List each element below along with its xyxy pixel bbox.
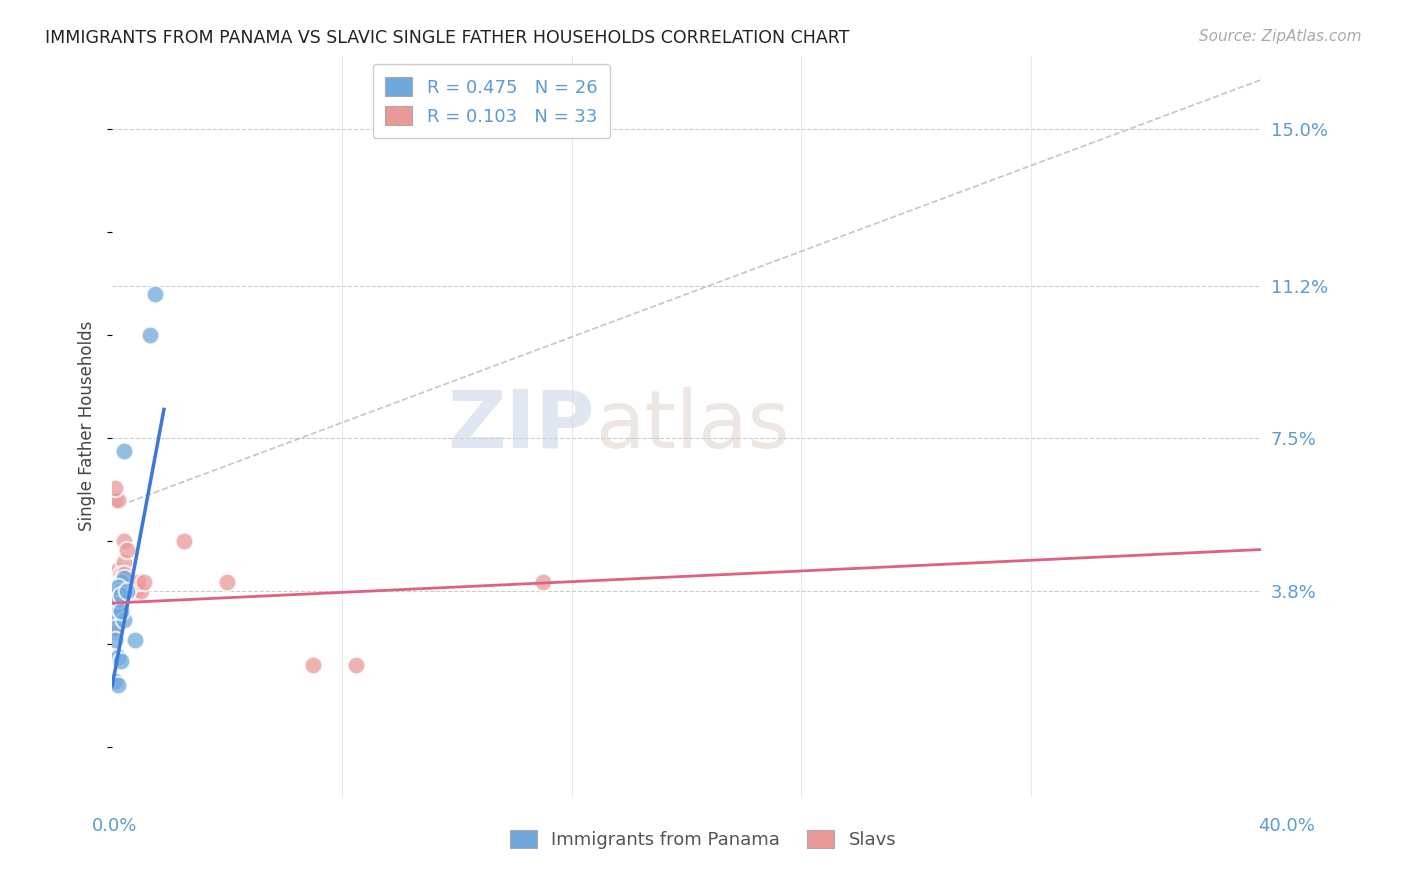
Point (110, 588, 132, 602)
Point (129, 583, 152, 598)
Point (110, 583, 132, 598)
Point (344, 657, 367, 672)
Point (107, 591, 129, 606)
Point (104, 596, 127, 610)
Point (531, 575, 554, 590)
Point (104, 633, 127, 648)
Point (112, 534, 135, 549)
Point (107, 596, 129, 610)
Point (112, 613, 135, 627)
Point (127, 575, 149, 590)
Point (107, 600, 129, 615)
Point (104, 624, 127, 639)
Point (107, 596, 129, 610)
Point (112, 555, 135, 569)
Point (132, 575, 155, 590)
Point (107, 583, 129, 598)
Y-axis label: Single Father Households: Single Father Households (79, 321, 96, 531)
Point (104, 621, 127, 635)
Point (112, 443, 135, 458)
Point (110, 583, 132, 598)
Point (104, 674, 127, 689)
Text: ZIP: ZIP (447, 387, 595, 465)
Point (110, 583, 132, 598)
Point (104, 608, 127, 623)
Point (112, 571, 135, 585)
Point (302, 657, 325, 672)
Legend: R = 0.475   N = 26, R = 0.103   N = 33: R = 0.475 N = 26, R = 0.103 N = 33 (373, 64, 610, 138)
Point (143, 287, 166, 301)
Point (112, 567, 135, 582)
Point (110, 575, 132, 590)
Point (115, 575, 138, 590)
Point (110, 567, 132, 582)
Point (104, 481, 127, 495)
Point (107, 604, 129, 618)
Point (107, 563, 129, 577)
Point (110, 583, 132, 598)
Legend: Immigrants from Panama, Slavs: Immigrants from Panama, Slavs (502, 822, 904, 856)
Point (104, 583, 127, 598)
Point (217, 575, 239, 590)
Point (104, 616, 127, 631)
Point (110, 604, 132, 618)
Point (115, 583, 138, 598)
Point (104, 493, 127, 508)
Point (115, 583, 138, 598)
Point (110, 654, 132, 668)
Point (110, 575, 132, 590)
Point (107, 649, 129, 664)
Text: atlas: atlas (595, 387, 789, 465)
Point (107, 678, 129, 692)
Text: Source: ZipAtlas.com: Source: ZipAtlas.com (1198, 29, 1361, 44)
Point (112, 583, 135, 598)
Point (110, 583, 132, 598)
Text: 0.0%: 0.0% (91, 817, 136, 835)
Text: IMMIGRANTS FROM PANAMA VS SLAVIC SINGLE FATHER HOUSEHOLDS CORRELATION CHART: IMMIGRANTS FROM PANAMA VS SLAVIC SINGLE … (45, 29, 849, 46)
Point (173, 534, 195, 549)
Point (112, 583, 135, 598)
Text: 40.0%: 40.0% (1258, 817, 1315, 835)
Point (107, 580, 129, 594)
Point (107, 583, 129, 598)
Point (115, 542, 138, 557)
Point (107, 493, 129, 508)
Point (124, 633, 146, 648)
Point (124, 583, 146, 598)
Point (112, 583, 135, 598)
Point (110, 588, 132, 602)
Point (138, 328, 160, 343)
